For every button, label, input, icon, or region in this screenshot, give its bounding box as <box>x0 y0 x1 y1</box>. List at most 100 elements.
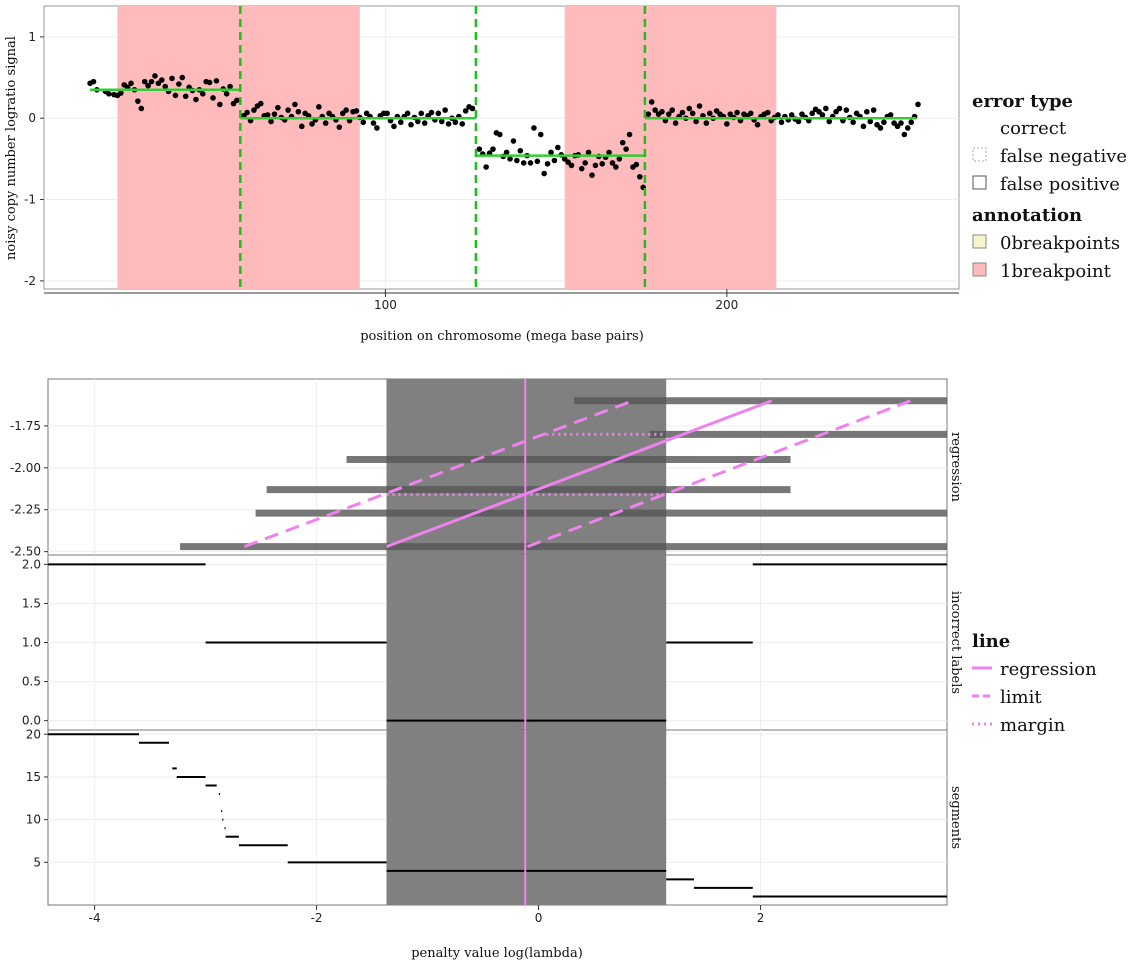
legend-label-false-negative: false negative <box>1000 146 1127 167</box>
signal-point <box>551 157 558 164</box>
signal-point <box>343 107 349 113</box>
signal-point <box>775 112 781 118</box>
signal-point <box>881 119 887 126</box>
signal-point <box>659 108 665 115</box>
signal-point <box>616 156 623 162</box>
y-tick-label: -2 <box>24 274 36 288</box>
annotation-region <box>564 6 777 289</box>
signal-point <box>606 149 612 156</box>
signal-point <box>652 107 658 113</box>
signal-point <box>613 164 619 170</box>
signal-point <box>689 110 696 117</box>
signal-point <box>158 77 165 83</box>
signal-point <box>860 123 867 130</box>
signal-point <box>592 162 599 169</box>
signal-point <box>206 79 213 86</box>
signal-point <box>271 111 278 117</box>
y-tick-label: 0.5 <box>22 675 41 689</box>
signal-point <box>408 121 414 128</box>
top-y-axis-label: noisy copy number logratio signal <box>4 36 19 260</box>
signal-point <box>887 112 894 118</box>
x-tick-label: 200 <box>715 298 738 312</box>
signal-point <box>210 95 216 101</box>
signal-point <box>826 118 833 125</box>
x-tick-label: 0 <box>535 911 543 925</box>
annotation-legend-title: annotation <box>972 205 1082 226</box>
signal-point <box>665 111 672 117</box>
top-x-axis: 100 200 <box>44 289 959 312</box>
signal-point <box>336 124 343 130</box>
signal-point <box>795 118 802 125</box>
signal-point <box>316 104 322 110</box>
signal-point <box>555 144 561 151</box>
signal-point <box>483 164 489 170</box>
signal-point <box>490 146 496 152</box>
signal-point <box>176 81 182 87</box>
legend-key-0breakpoints <box>972 234 987 249</box>
y-tick-label: 0 <box>28 111 36 125</box>
signal-point <box>765 109 771 116</box>
bottom-x-axis: -4 -2 0 2 <box>89 905 764 925</box>
signal-point <box>877 125 884 131</box>
legend-label-limit: limit <box>1000 687 1042 708</box>
signal-point <box>507 156 513 162</box>
y-tick-label: -2.50 <box>10 545 41 559</box>
signal-point <box>258 100 264 107</box>
signal-point <box>843 107 850 113</box>
signal-point <box>867 118 874 125</box>
signal-point <box>693 118 699 125</box>
x-tick-label: -4 <box>89 911 101 925</box>
legend-key-false-negative <box>972 147 987 162</box>
signal-point <box>469 105 476 112</box>
signal-point <box>672 120 679 126</box>
signal-point <box>517 147 524 154</box>
signal-point <box>452 119 459 126</box>
bottom-plot: -2.50 -2.25 -2.00 -1.75 regression 0.0 0.5 1.0 1… <box>10 378 963 961</box>
y-tick-label: -2.00 <box>10 461 41 475</box>
legend-key-1breakpoint <box>972 262 987 277</box>
legend-label-regression: regression <box>1000 659 1097 680</box>
facet-regression: -2.50 -2.25 -2.00 -1.75 regression <box>10 378 963 559</box>
signal-point <box>541 170 547 177</box>
signal-point <box>285 107 291 113</box>
signal-point <box>703 120 710 126</box>
signal-point <box>128 80 134 87</box>
signal-point <box>908 119 915 126</box>
signal-point <box>169 75 175 82</box>
limit-line <box>243 399 634 549</box>
signal-point <box>438 118 445 125</box>
signal-point <box>141 78 148 85</box>
top-plot: -2 -1 0 1 100 200 position on chromosome (me… <box>4 5 960 344</box>
y-tick-label: -2.25 <box>10 503 41 517</box>
signal-point <box>809 110 815 117</box>
signal-point <box>734 109 740 116</box>
top-x-axis-label: position on chromosome (mega base pairs) <box>360 329 644 344</box>
y-tick-label: 1 <box>28 30 36 44</box>
signal-point <box>391 123 397 130</box>
target-interval <box>386 730 667 905</box>
line-legend-title: line <box>972 631 1010 652</box>
signal-point <box>724 121 730 127</box>
top-breakpoint-lines <box>239 6 647 289</box>
signal-point <box>915 101 921 108</box>
signal-point <box>585 149 592 156</box>
signal-point <box>152 73 158 79</box>
signal-point <box>544 160 551 167</box>
signal-point <box>295 108 302 115</box>
signal-point <box>696 103 703 109</box>
top-annotation-regions <box>117 6 777 289</box>
y-tick-label: -1 <box>24 193 36 207</box>
y-tick-label: 2.0 <box>22 557 41 571</box>
signal-point <box>322 120 329 126</box>
y-tick-label: 1.5 <box>22 596 41 610</box>
signal-point <box>496 131 503 138</box>
signal-point <box>421 120 428 126</box>
signal-point <box>686 105 693 112</box>
signal-point <box>633 161 640 168</box>
signal-point <box>534 158 541 165</box>
signal-point <box>706 110 713 117</box>
top-y-axis: -2 -1 0 1 <box>24 30 44 288</box>
signal-point <box>217 101 223 108</box>
error-type-legend-title: error type <box>972 91 1073 112</box>
